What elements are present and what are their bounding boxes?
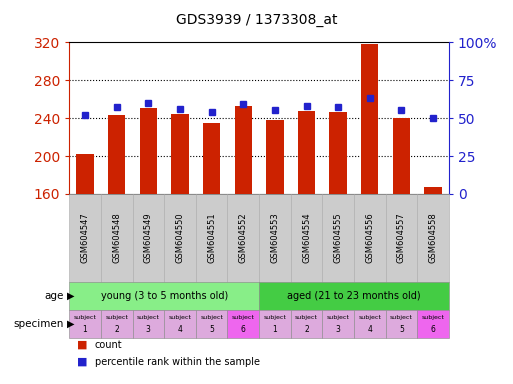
Text: 4: 4	[367, 325, 372, 334]
Text: GSM604552: GSM604552	[239, 213, 248, 263]
Text: aged (21 to 23 months old): aged (21 to 23 months old)	[287, 291, 421, 301]
Text: subject: subject	[295, 315, 318, 320]
Text: 4: 4	[177, 325, 183, 334]
Text: GSM604548: GSM604548	[112, 213, 121, 263]
Text: 1: 1	[83, 325, 87, 334]
Text: GSM604556: GSM604556	[365, 213, 374, 263]
Text: 1: 1	[272, 325, 277, 334]
Text: count: count	[95, 339, 123, 350]
Text: subject: subject	[390, 315, 413, 320]
Text: age: age	[45, 291, 64, 301]
Text: GSM604547: GSM604547	[81, 213, 90, 263]
Text: GSM604555: GSM604555	[333, 213, 343, 263]
Text: GSM604551: GSM604551	[207, 213, 216, 263]
Text: 6: 6	[241, 325, 246, 334]
Text: 3: 3	[336, 325, 341, 334]
Text: 3: 3	[146, 325, 151, 334]
Text: GSM604550: GSM604550	[175, 213, 185, 263]
Bar	[329, 113, 347, 194]
Text: subject: subject	[169, 315, 191, 320]
Text: ▶: ▶	[67, 319, 74, 329]
Bar	[424, 187, 442, 194]
Text: subject: subject	[74, 315, 96, 320]
Text: young (3 to 5 months old): young (3 to 5 months old)	[101, 291, 228, 301]
Text: GDS3939 / 1373308_at: GDS3939 / 1373308_at	[176, 13, 337, 27]
Text: ▶: ▶	[67, 291, 74, 301]
Text: subject: subject	[105, 315, 128, 320]
Bar	[234, 106, 252, 194]
Bar	[393, 118, 410, 194]
Text: 6: 6	[430, 325, 436, 334]
Text: GSM604554: GSM604554	[302, 213, 311, 263]
Text: 5: 5	[209, 325, 214, 334]
Bar	[203, 123, 220, 194]
Bar	[266, 120, 284, 194]
Text: ■: ■	[77, 357, 87, 367]
Text: 5: 5	[399, 325, 404, 334]
Bar	[76, 154, 94, 194]
Text: subject: subject	[232, 315, 254, 320]
Text: GSM604557: GSM604557	[397, 213, 406, 263]
Bar	[140, 108, 157, 194]
Text: GSM604553: GSM604553	[270, 213, 280, 263]
Text: subject: subject	[327, 315, 349, 320]
Text: 2: 2	[114, 325, 119, 334]
Text: subject: subject	[137, 315, 160, 320]
Text: ■: ■	[77, 339, 87, 350]
Text: GSM604558: GSM604558	[428, 213, 438, 263]
Text: GSM604549: GSM604549	[144, 213, 153, 263]
Text: percentile rank within the sample: percentile rank within the sample	[95, 357, 260, 367]
Bar	[298, 111, 315, 194]
Text: 2: 2	[304, 325, 309, 334]
Bar	[108, 115, 125, 194]
Text: subject: subject	[264, 315, 286, 320]
Text: specimen: specimen	[14, 319, 64, 329]
Bar	[171, 114, 189, 194]
Text: subject: subject	[359, 315, 381, 320]
Bar	[361, 44, 379, 194]
Text: subject: subject	[422, 315, 444, 320]
Text: subject: subject	[200, 315, 223, 320]
